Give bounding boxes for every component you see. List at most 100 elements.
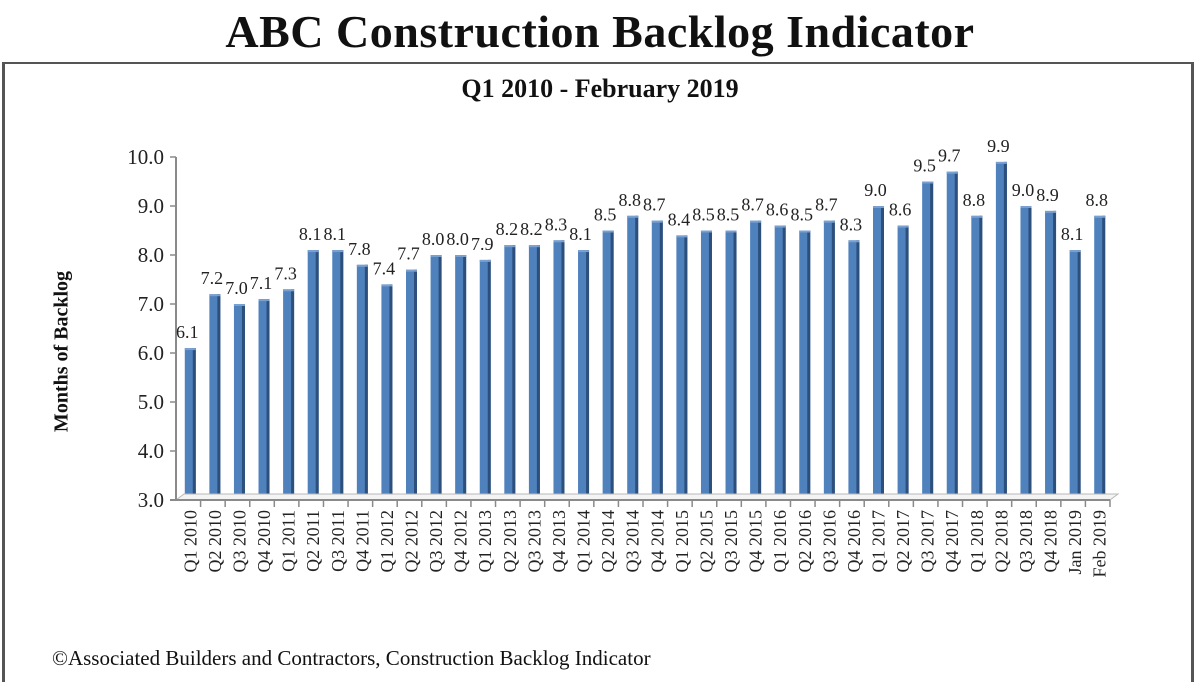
- bar-top: [356, 264, 368, 267]
- data-label: 8.8: [618, 190, 641, 210]
- bar-series: [184, 161, 1106, 500]
- bar: [700, 230, 712, 499]
- bar-shade: [610, 230, 614, 499]
- bar-top: [602, 230, 614, 233]
- bar: [823, 220, 835, 499]
- bar: [873, 206, 884, 499]
- data-label: 8.5: [791, 205, 814, 225]
- bar-top: [1094, 215, 1106, 218]
- data-label: 8.6: [766, 200, 789, 220]
- data-label: 8.7: [815, 195, 838, 215]
- bar: [1045, 210, 1057, 499]
- data-label: 7.9: [471, 234, 494, 254]
- bar-top: [922, 181, 934, 184]
- bar-shade: [266, 299, 270, 499]
- x-tick-label: Q1 2013: [475, 510, 495, 573]
- data-label: 8.3: [840, 214, 863, 234]
- bar: [1020, 206, 1032, 499]
- bar-shade: [930, 181, 934, 499]
- bar-shade: [512, 245, 516, 499]
- bar: [332, 250, 344, 499]
- x-tick-label: Q3 2010: [229, 510, 249, 573]
- bar-top: [307, 250, 319, 253]
- bar: [1069, 250, 1081, 499]
- data-label: 8.1: [324, 224, 347, 244]
- x-tick-label: Q4 2012: [451, 510, 471, 573]
- bar: [922, 181, 934, 499]
- bar-top: [725, 230, 737, 233]
- bar-shade: [758, 220, 762, 499]
- bar-top: [946, 171, 958, 174]
- x-tick-label: Q3 2015: [721, 510, 741, 573]
- bar: [184, 348, 196, 499]
- y-axis: 3.0 4.0 5.0 6.0 7.0 8.0 9.0 10.0: [127, 145, 177, 512]
- bar: [479, 259, 491, 499]
- data-label: 8.5: [692, 205, 715, 225]
- data-label: 8.5: [594, 205, 617, 225]
- bar-shade: [905, 225, 909, 499]
- bar-top: [406, 269, 417, 272]
- bar: [725, 230, 737, 499]
- x-tick-label: Q3 2011: [328, 510, 348, 572]
- data-label: 8.5: [717, 205, 740, 225]
- x-tick-label: Q1 2012: [377, 510, 397, 573]
- bar-top: [209, 294, 221, 297]
- data-label: 8.7: [643, 195, 666, 215]
- data-label: 7.0: [225, 278, 248, 298]
- bar-top: [848, 240, 860, 243]
- bar: [430, 255, 442, 499]
- bar-top: [528, 245, 540, 248]
- x-tick-label: Q2 2016: [795, 510, 815, 573]
- x-tick-label: Q2 2017: [893, 510, 913, 573]
- bar-shade: [979, 215, 983, 500]
- bar-shade: [192, 348, 196, 499]
- bar: [578, 250, 590, 499]
- bar: [995, 161, 1007, 499]
- bar-shade: [1003, 161, 1007, 499]
- bar-top: [700, 230, 712, 233]
- bar-top: [873, 206, 884, 208]
- bar-top: [774, 225, 786, 228]
- x-tick-label: Q2 2015: [696, 510, 716, 573]
- data-label: 8.1: [299, 224, 322, 244]
- source-footer: ©Associated Builders and Contractors, Co…: [52, 646, 651, 670]
- bar: [356, 264, 368, 499]
- bar-shade: [586, 250, 590, 499]
- bar: [307, 250, 319, 499]
- x-tick-label: Q1 2014: [574, 510, 594, 573]
- data-label: 7.2: [201, 268, 224, 288]
- bar-top: [1045, 210, 1057, 213]
- x-tick-label: Q2 2011: [303, 510, 323, 572]
- bar-shade: [1028, 206, 1032, 499]
- bar: [504, 245, 516, 499]
- data-label: 8.1: [569, 224, 592, 244]
- bar: [406, 269, 417, 499]
- bar: [1094, 215, 1106, 500]
- bar: [676, 235, 688, 499]
- bar-top: [504, 245, 516, 248]
- bar-top: [750, 220, 762, 223]
- x-axis: Q1 2010 Q2 2010 Q3 2010 Q4 2010 Q1 2011 Q2 20…: [170, 493, 1120, 578]
- bar-top: [553, 240, 565, 243]
- bar-shade: [807, 230, 811, 499]
- bar: [209, 294, 221, 499]
- bar: [233, 304, 245, 499]
- bar: [627, 215, 639, 500]
- x-tick-label: Q2 2013: [500, 510, 520, 573]
- bar-shade: [1053, 210, 1057, 499]
- bar-top: [233, 304, 245, 306]
- x-tick-label: Q4 2013: [549, 510, 569, 573]
- bar-shade: [291, 289, 295, 499]
- x-tick-label: Feb 2019: [1090, 510, 1110, 578]
- bar: [283, 289, 295, 499]
- y-tick-label: 9.0: [138, 194, 164, 218]
- x-tick-label: Q4 2016: [844, 510, 864, 573]
- x-tick-label: Q1 2011: [279, 510, 299, 572]
- x-tick-label: Q2 2018: [991, 510, 1011, 573]
- data-label: 7.1: [250, 273, 273, 293]
- y-tick-label: 3.0: [138, 488, 164, 512]
- bar-shade: [340, 250, 344, 499]
- bar: [897, 225, 909, 499]
- x-tick-label: Q4 2010: [254, 510, 274, 573]
